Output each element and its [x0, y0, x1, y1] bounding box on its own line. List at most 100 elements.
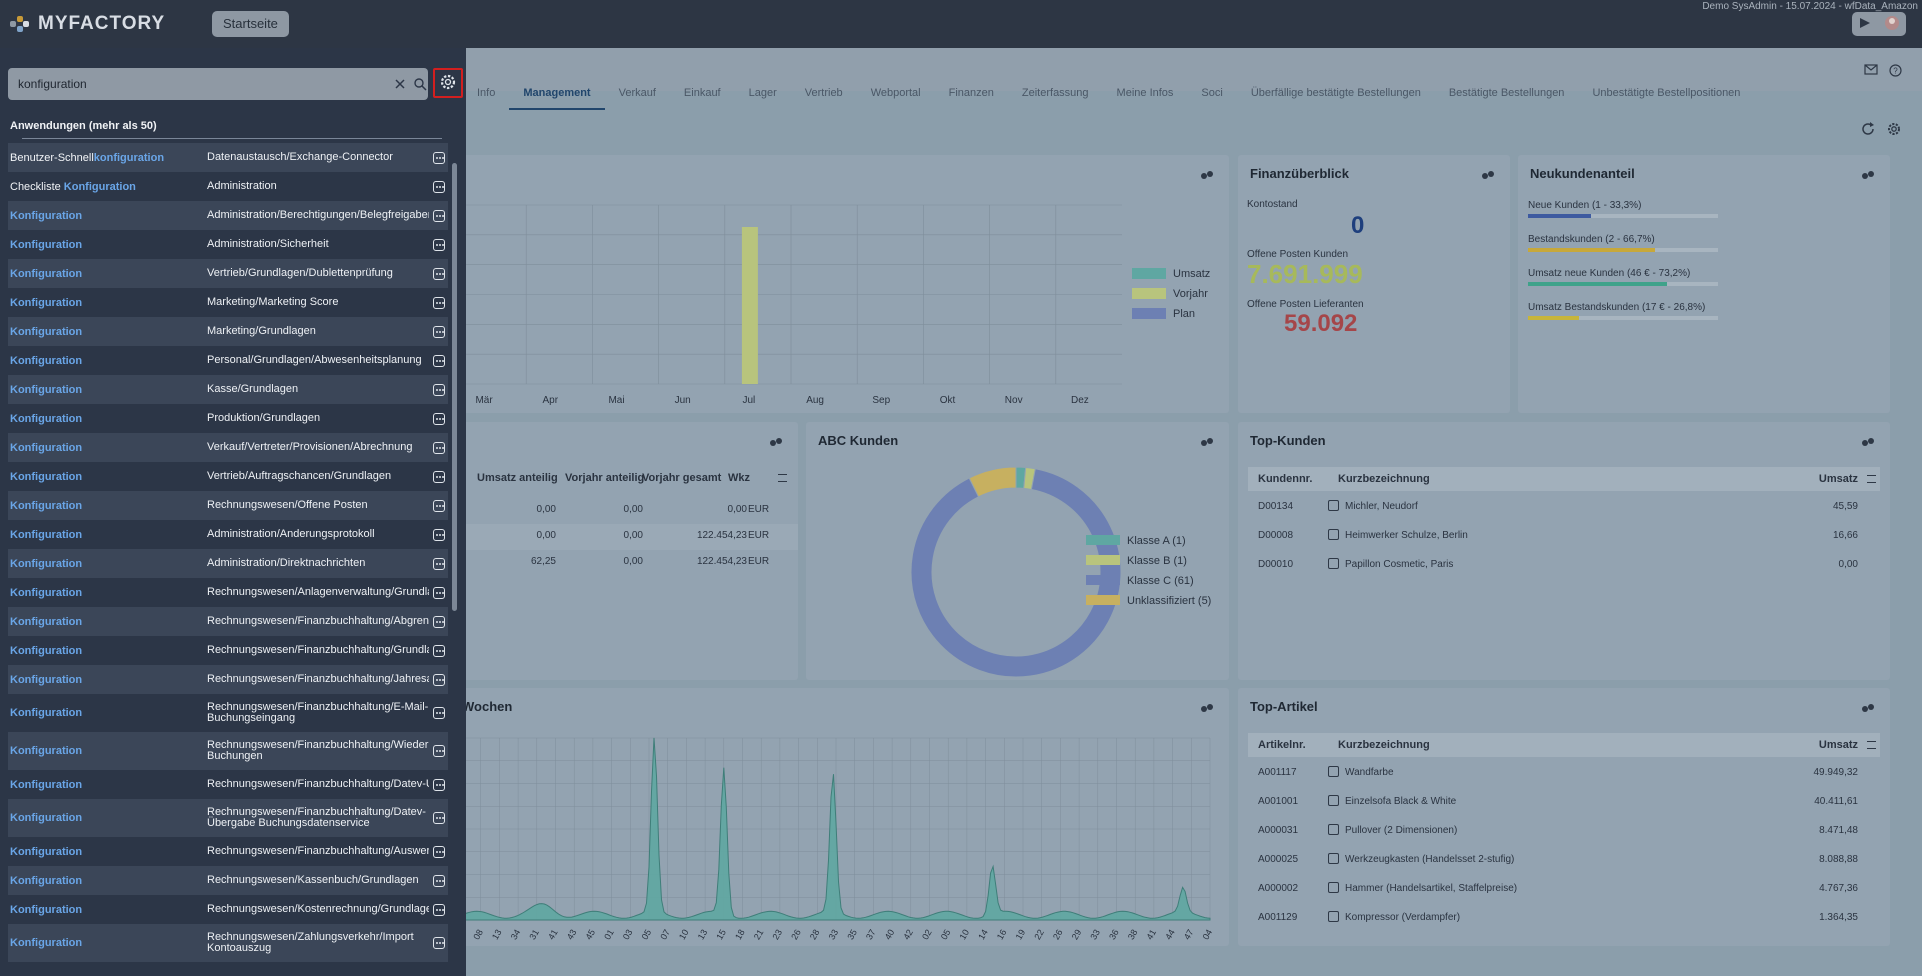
search-result-item[interactable]: Konfiguration Rechnungswesen/Finanzbuchha… — [8, 770, 448, 799]
tab-2[interactable]: Verkauf — [618, 87, 656, 99]
search-result-item[interactable]: Konfiguration Rechnungswesen/Finanzbuchha… — [8, 694, 448, 732]
search-result-item[interactable]: Konfiguration Rechnungswesen/Finanzbuchha… — [8, 837, 448, 866]
tab-13[interactable]: Unbestätigte Bestellpositionen — [1592, 87, 1741, 99]
tab-12[interactable]: Bestätigte Bestellungen — [1448, 87, 1565, 99]
more-icon[interactable] — [433, 180, 445, 193]
help-icon[interactable]: ? — [1889, 64, 1902, 80]
search-settings-button[interactable] — [433, 68, 463, 98]
widget-menu-icon[interactable] — [1862, 704, 1876, 712]
sort-icon[interactable] — [778, 474, 787, 482]
table-row[interactable]: D00010 Papillon Cosmetic, Paris 0,00 — [1248, 552, 1880, 578]
sort-icon[interactable] — [1867, 741, 1876, 749]
more-icon[interactable] — [433, 209, 445, 222]
search-result-item[interactable]: Konfiguration Personal/Grundlagen/Abwesen… — [8, 346, 448, 375]
info-icon[interactable] — [1328, 500, 1339, 511]
table-row[interactable]: A000031 Pullover (2 Dimensionen) 8.471,48 — [1248, 818, 1880, 844]
info-icon[interactable] — [1328, 795, 1339, 806]
search-result-item[interactable]: Konfiguration Rechnungswesen/Offene Poste… — [8, 491, 448, 520]
widget-menu-icon[interactable] — [1201, 704, 1215, 712]
search-result-item[interactable]: Konfiguration Rechnungswesen/Zahlungsverk… — [8, 924, 448, 962]
more-icon[interactable] — [433, 644, 445, 657]
widget-menu-icon[interactable] — [1862, 171, 1876, 179]
tab-6[interactable]: Webportal — [870, 87, 921, 99]
search-result-item[interactable]: Konfiguration Rechnungswesen/Finanzbuchha… — [8, 799, 448, 837]
tab-0[interactable]: Info — [477, 87, 496, 99]
more-icon[interactable] — [433, 470, 445, 483]
more-icon[interactable] — [433, 673, 445, 686]
widget-menu-icon[interactable] — [1482, 171, 1496, 179]
search-result-item[interactable]: Konfiguration Administration/Änderungspro… — [8, 520, 448, 549]
app-switch-icon[interactable] — [1858, 16, 1872, 33]
tab-1[interactable]: Management — [509, 76, 605, 110]
widget-menu-icon[interactable] — [770, 438, 784, 446]
search-result-item[interactable]: Konfiguration Administration/Direktnachri… — [8, 549, 448, 578]
app-logo[interactable]: MYFACTORY — [10, 13, 165, 35]
search-input[interactable] — [18, 68, 378, 100]
tab-8[interactable]: Zeiterfassung — [1021, 87, 1089, 99]
search-result-item[interactable]: Benutzer-Schnellkonfiguration Datenaustau… — [8, 143, 448, 172]
more-icon[interactable] — [433, 845, 445, 858]
more-icon[interactable] — [433, 325, 445, 338]
search-result-item[interactable]: Checkliste Konfiguration Administration — [8, 172, 448, 201]
search-result-item[interactable]: Konfiguration Rechnungswesen/Finanzbuchha… — [8, 636, 448, 665]
more-icon[interactable] — [433, 296, 445, 309]
search-result-item[interactable]: Konfiguration Rechnungswesen/Kostenrechnu… — [8, 895, 448, 924]
more-icon[interactable] — [433, 528, 445, 541]
more-icon[interactable] — [433, 812, 445, 824]
search-result-item[interactable]: Konfiguration Rechnungswesen/Kassenbuch/G… — [8, 866, 448, 895]
table-row[interactable]: A000002 Hammer (Handelsartikel, Staffelpr… — [1248, 876, 1880, 902]
info-icon[interactable] — [1328, 882, 1339, 893]
info-icon[interactable] — [1328, 911, 1339, 922]
search-result-item[interactable]: Konfiguration Rechnungswesen/Anlagenverwa… — [8, 578, 448, 607]
more-icon[interactable] — [433, 441, 445, 454]
tab-10[interactable]: Soci — [1201, 87, 1223, 99]
search-icon[interactable] — [412, 76, 428, 92]
search-result-item[interactable]: Konfiguration Vertrieb/Grundlagen/Dublett… — [8, 259, 448, 288]
home-button[interactable]: Startseite — [212, 11, 289, 37]
more-icon[interactable] — [433, 557, 445, 570]
results-scrollbar[interactable] — [452, 163, 457, 611]
more-icon[interactable] — [433, 499, 445, 512]
widget-menu-icon[interactable] — [1201, 438, 1215, 446]
tab-5[interactable]: Vertrieb — [804, 87, 843, 99]
more-icon[interactable] — [433, 903, 445, 916]
more-icon[interactable] — [433, 354, 445, 367]
table-row[interactable]: A000025 Werkzeugkasten (Handelsset 2-stuf… — [1248, 847, 1880, 873]
info-icon[interactable] — [1328, 824, 1339, 835]
search-result-item[interactable]: Konfiguration Rechnungswesen/Finanzbuchha… — [8, 732, 448, 770]
search-result-item[interactable]: Konfiguration Administration/Berechtigung… — [8, 201, 448, 230]
tab-4[interactable]: Lager — [748, 87, 777, 99]
search-result-item[interactable]: Konfiguration Kasse/Grundlagen — [8, 375, 448, 404]
search-result-item[interactable]: Konfiguration Produktion/Grundlagen — [8, 404, 448, 433]
more-icon[interactable] — [433, 615, 445, 628]
info-icon[interactable] — [1328, 766, 1339, 777]
more-icon[interactable] — [433, 151, 445, 164]
info-icon[interactable] — [1328, 558, 1339, 569]
info-icon[interactable] — [1328, 853, 1339, 864]
search-result-item[interactable]: Konfiguration Rechnungswesen/Finanzbuchha… — [8, 607, 448, 636]
avatar[interactable] — [1884, 15, 1900, 34]
search-result-item[interactable]: Konfiguration Marketing/Marketing Score — [8, 288, 448, 317]
more-icon[interactable] — [433, 267, 445, 280]
search-result-item[interactable]: Konfiguration Rechnungswesen/Finanzbuchha… — [8, 665, 448, 694]
search-result-item[interactable]: Konfiguration Vertrieb/Auftragschancen/Gr… — [8, 462, 448, 491]
search-result-item[interactable]: Konfiguration Verkauf/Vertreter/Provision… — [8, 433, 448, 462]
info-icon[interactable] — [1328, 529, 1339, 540]
more-icon[interactable] — [433, 238, 445, 251]
more-icon[interactable] — [433, 586, 445, 599]
search-result-item[interactable]: Konfiguration Administration/Sicherheit — [8, 230, 448, 259]
search-result-item[interactable]: Konfiguration Marketing/Grundlagen — [8, 317, 448, 346]
mail-icon[interactable] — [1864, 64, 1878, 78]
more-icon[interactable] — [433, 412, 445, 425]
widget-menu-icon[interactable] — [1862, 438, 1876, 446]
tab-7[interactable]: Finanzen — [948, 87, 994, 99]
gear-icon[interactable] — [1886, 121, 1902, 140]
refresh-icon[interactable] — [1860, 121, 1876, 140]
more-icon[interactable] — [433, 707, 445, 719]
more-icon[interactable] — [433, 874, 445, 887]
more-icon[interactable] — [433, 383, 445, 396]
more-icon[interactable] — [433, 745, 445, 757]
table-row[interactable]: D00008 Heimwerker Schulze, Berlin 16,66 — [1248, 523, 1880, 549]
table-row[interactable]: A001001 Einzelsofa Black & White 40.411,61 — [1248, 789, 1880, 815]
tab-11[interactable]: Überfällige bestätigte Bestellungen — [1250, 87, 1421, 99]
